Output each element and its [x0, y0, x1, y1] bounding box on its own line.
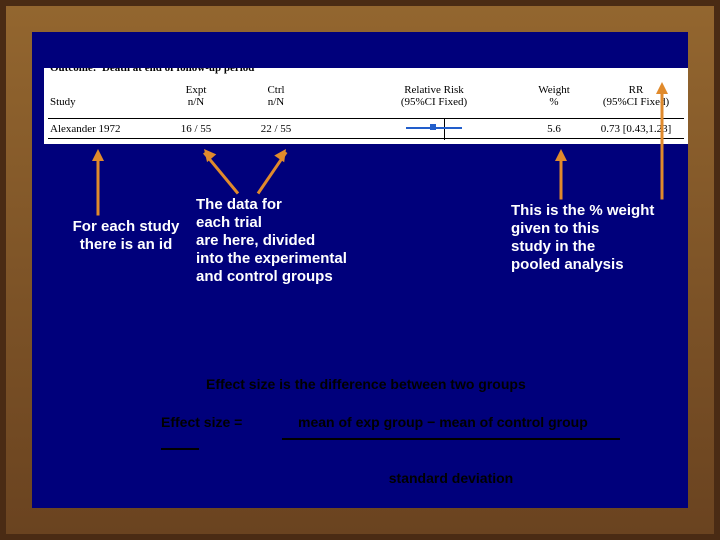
row-weight: 5.6 — [519, 123, 589, 135]
fx-intro: Effect size is the difference between tw… — [206, 376, 526, 392]
arrow-head — [555, 149, 567, 161]
annotation-a3: This is the % weightgiven to thisstudy i… — [511, 202, 711, 274]
forest-outcome-row: Outcome: Death at end of follow-up perio… — [50, 68, 254, 74]
slide-root: Outcome: Death at end of follow-up perio… — [0, 0, 720, 540]
col-expt: Expt — [166, 84, 226, 96]
fx-stray-underscore — [161, 448, 199, 450]
annotation-line: study in the — [511, 238, 711, 256]
forest-rule-0 — [48, 118, 684, 119]
annotation-line: pooled analysis — [511, 256, 711, 274]
col-study: Study — [50, 96, 170, 108]
fx-fraction-rule — [282, 438, 620, 440]
row-expt: 16 / 55 — [166, 123, 226, 135]
forest-plot-table: Outcome: Death at end of follow-up perio… — [44, 68, 688, 144]
fx-denominator: standard deviation — [282, 470, 620, 486]
annotation-line: The data for — [196, 196, 406, 214]
row-ctrl: 22 / 55 — [246, 123, 306, 135]
row-rr: 0.73 [0.43,1.23] — [588, 123, 684, 135]
fx-numerator: mean of exp group − mean of control grou… — [298, 414, 588, 430]
row-study: Alexander 1972 — [50, 123, 170, 135]
annotation-a1: For each studythere is an id — [56, 218, 196, 254]
col-ctrl-sub: n/N — [246, 96, 306, 108]
annotation-line: there is an id — [56, 236, 196, 254]
annotation-a2: The data foreach trialare here, dividedi… — [196, 196, 406, 286]
col-rr: Relative Risk — [379, 84, 489, 96]
forest-rule-1 — [48, 138, 684, 139]
col-rr-sub: (95%CI Fixed) — [379, 96, 489, 108]
annotation-line: are here, divided — [196, 232, 406, 250]
arrow-shaft — [97, 153, 100, 216]
ci-axis — [444, 118, 445, 140]
col-weight-sub: % — [519, 96, 589, 108]
forest-outcome-label: Outcome: — [50, 68, 96, 74]
annotation-line: into the experimental — [196, 250, 406, 268]
col-expt-sub: n/N — [166, 96, 226, 108]
col-weight: Weight — [519, 84, 589, 96]
annotation-line: and control groups — [196, 268, 406, 286]
fx-lhs: Effect size = — [161, 414, 242, 430]
annotation-line: given to this — [511, 220, 711, 238]
arrow-shaft — [661, 86, 664, 200]
arrow-head — [92, 149, 104, 161]
forest-outcome-value: Death at end of follow-up period — [102, 68, 254, 74]
annotation-line: This is the % weight — [511, 202, 711, 220]
col-ctrl: Ctrl — [246, 84, 306, 96]
ci-point — [430, 124, 436, 130]
annotation-line: each trial — [196, 214, 406, 232]
col-rrval-sub: (95%CI Fixed) — [591, 96, 681, 108]
arrow-head — [656, 82, 668, 94]
annotation-line: For each study — [56, 218, 196, 236]
